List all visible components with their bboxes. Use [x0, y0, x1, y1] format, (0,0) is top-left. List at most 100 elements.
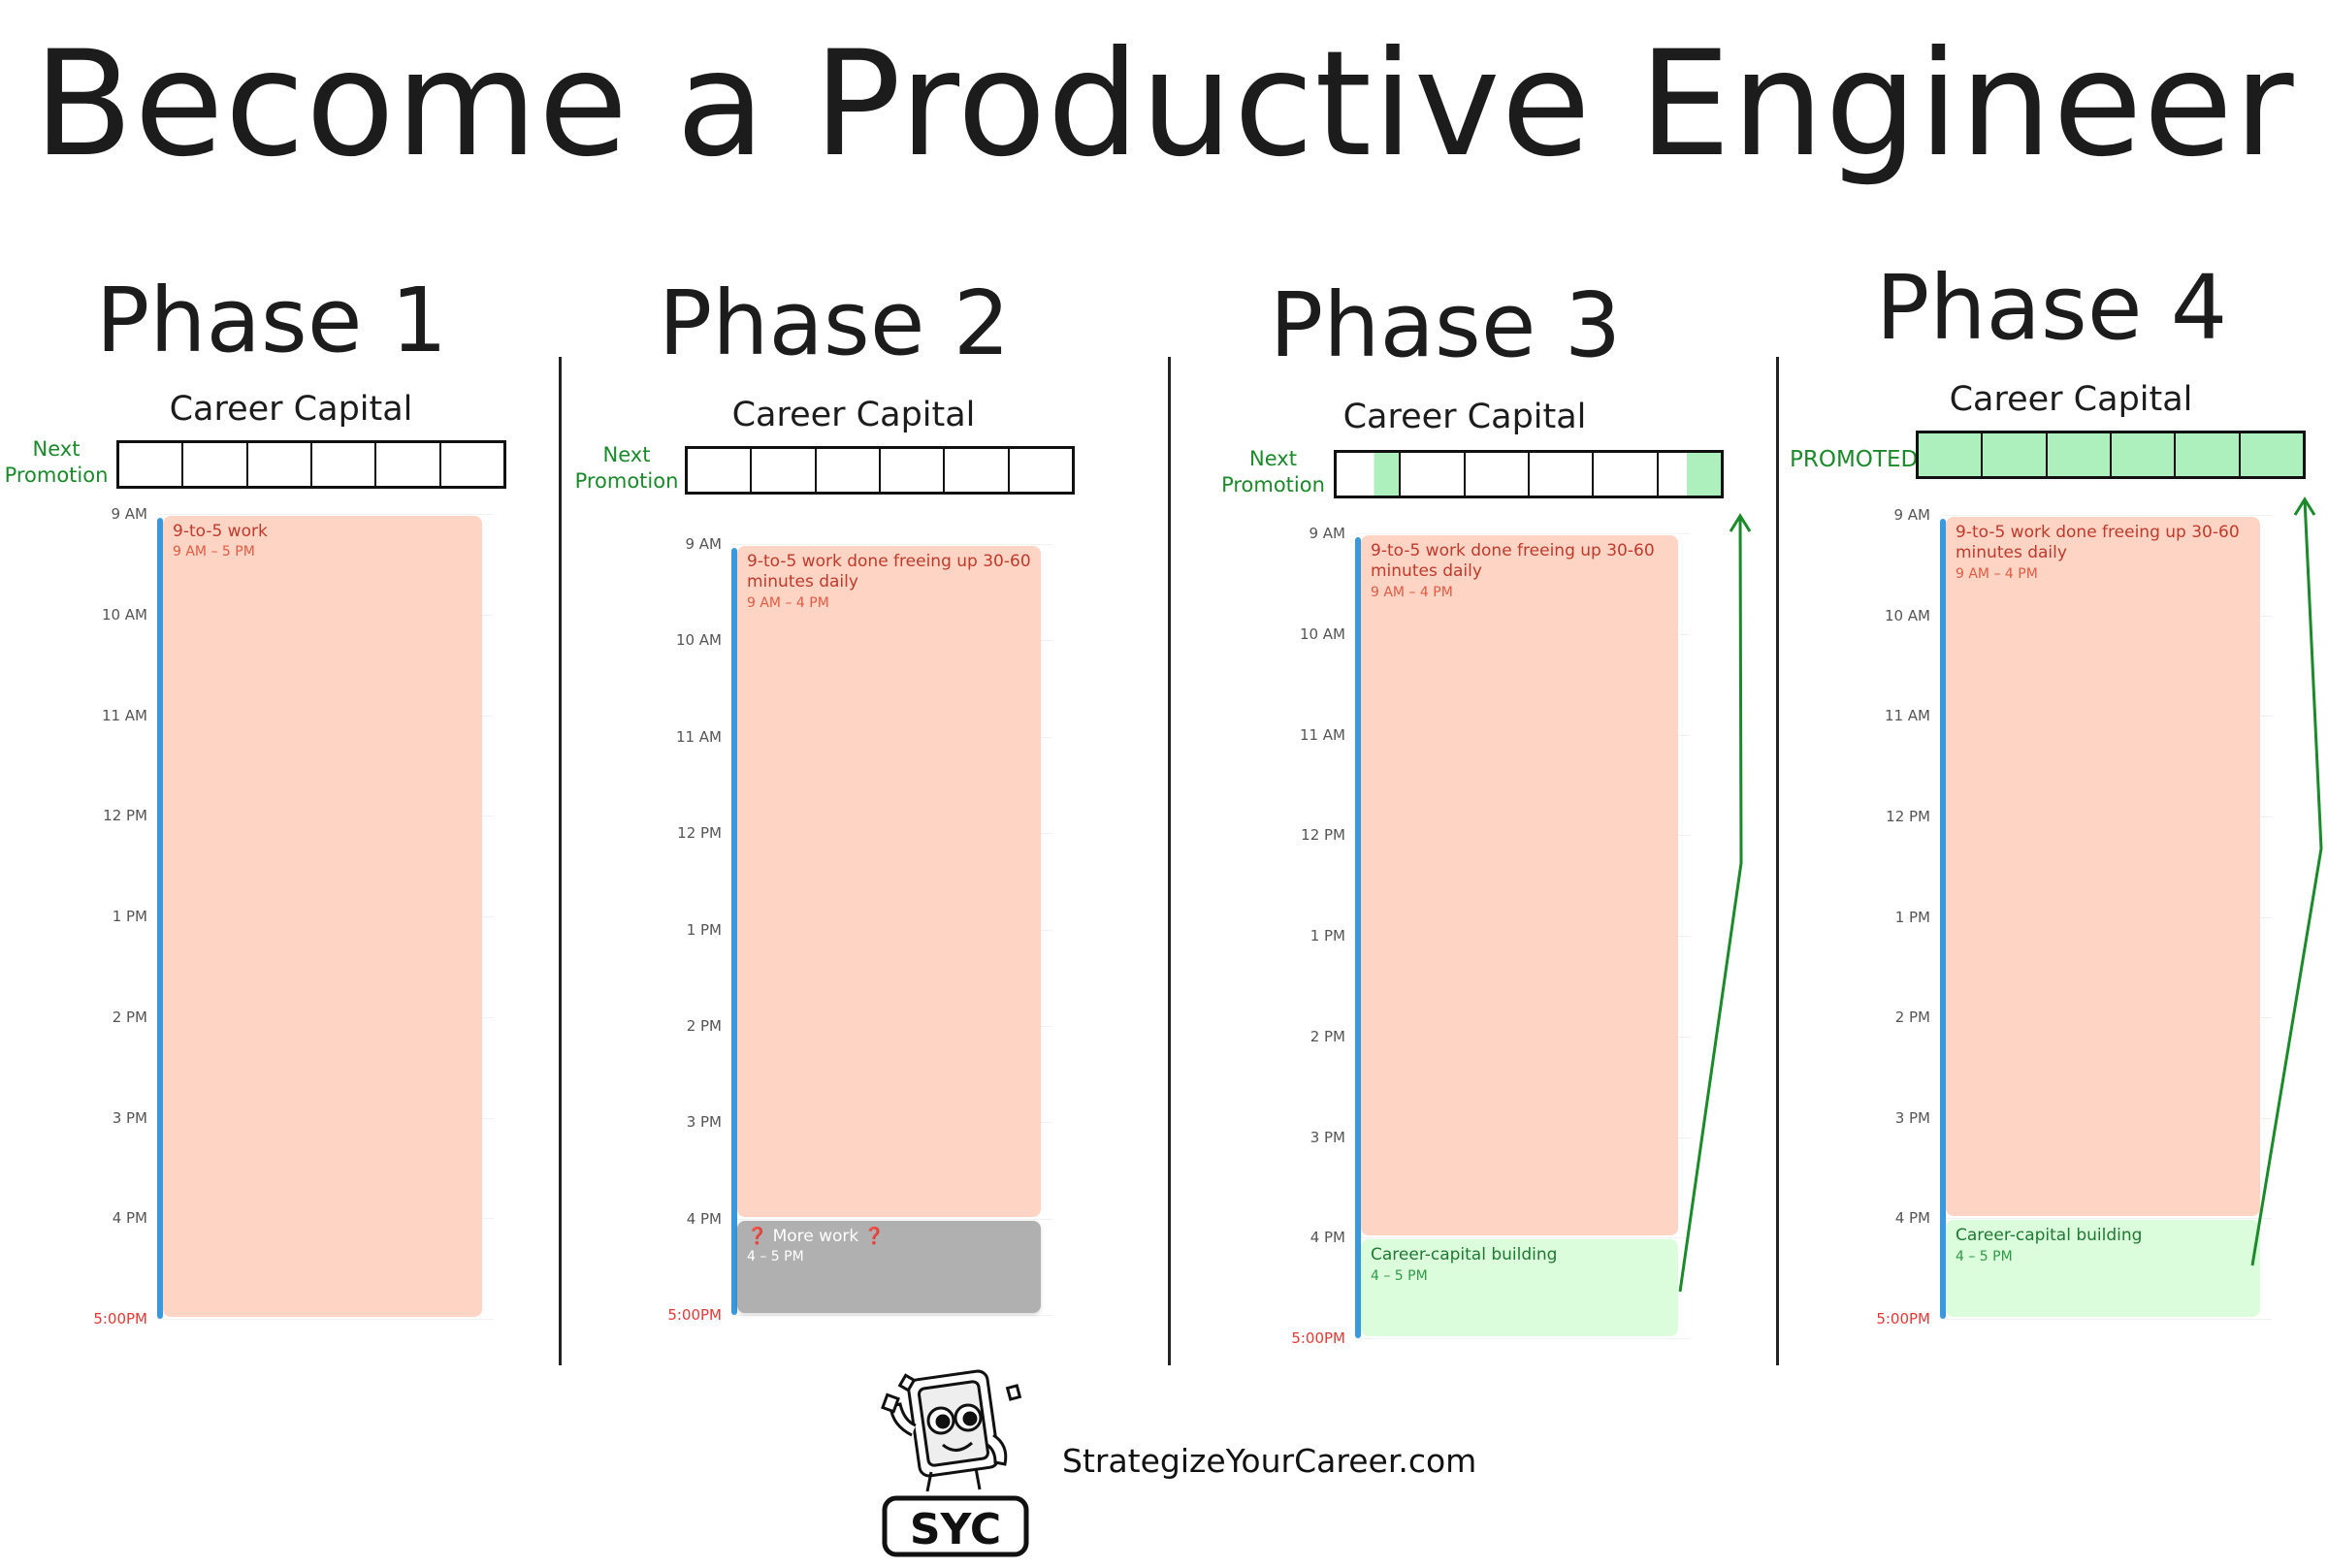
hour-label: 11 AM	[675, 727, 722, 746]
career-capital-segment	[1010, 449, 1072, 492]
career-capital-label: Career Capital	[1949, 380, 2193, 419]
hour-gridline	[731, 1218, 1052, 1220]
phase-title: Phase 1	[95, 269, 448, 372]
hour-label: 11 AM	[101, 706, 147, 724]
work-block-event[interactable]: 9-to-5 work done freeing up 30-60 minute…	[1946, 517, 2260, 1217]
hour-gridline	[731, 544, 1052, 545]
career-capital-bar	[1916, 431, 2306, 479]
work-block-event[interactable]: 9-to-5 work done freeing up 30-60 minute…	[1361, 535, 1678, 1236]
phase-title: Phase 2	[658, 272, 1011, 375]
event-time: 9 AM – 4 PM	[1956, 565, 2038, 582]
hour-label: 1 PM	[1310, 927, 1345, 944]
calendar-timeline	[157, 518, 163, 1319]
career-capital-bar	[1334, 450, 1724, 498]
arrow-head-icon	[1729, 513, 1752, 532]
career-capital-label: Career Capital	[1342, 398, 1587, 436]
next-promotion-line: Promotion	[1221, 473, 1325, 497]
career-building-event[interactable]: Career-capital building 4 – 5 PM	[1946, 1220, 2260, 1317]
phase-title: Phase 4	[1875, 256, 2228, 360]
next-promotion-line: Next	[1249, 447, 1297, 470]
hour-label: 1 PM	[112, 908, 147, 925]
page-title: Become a Productive Engineer	[33, 20, 2295, 189]
hour-label: 10 AM	[675, 631, 722, 650]
event-title: 9-to-5 work done freeing up 30-60 minute…	[1371, 541, 1655, 582]
next-promotion-line: Promotion	[574, 469, 679, 494]
event-time: 9 AM – 5 PM	[173, 544, 255, 560]
hour-label: 10 AM	[101, 605, 147, 624]
work-block-event[interactable]: 9-to-5 work 9 AM – 5 PM	[163, 516, 482, 1317]
work-block-event[interactable]: 9-to-5 work done freeing up 30-60 minute…	[737, 546, 1041, 1217]
hour-gridline	[157, 1319, 494, 1320]
career-capital-segment	[441, 443, 503, 486]
hour-label: 10 AM	[1299, 624, 1345, 643]
event-title: ❓ More work ❓	[747, 1227, 1031, 1247]
career-capital-segment	[688, 449, 753, 492]
career-building-event[interactable]: Career-capital building 4 – 5 PM	[1361, 1239, 1678, 1336]
hour-gridline	[1940, 1218, 2272, 1220]
arrow-line	[1678, 515, 1743, 1293]
career-capital-segment	[1658, 453, 1721, 496]
hour-label: 2 PM	[686, 1016, 722, 1035]
hour-label: 9 AM	[1309, 525, 1345, 542]
career-capital-segment	[1337, 453, 1402, 496]
event-time: 4 – 5 PM	[747, 1248, 804, 1264]
event-time: 4 – 5 PM	[1956, 1248, 2013, 1264]
next-promotion-line: Promotion	[4, 464, 109, 488]
hour-label: 10 AM	[1884, 606, 1930, 624]
career-capital-segment	[752, 449, 817, 492]
career-capital-segment	[248, 443, 312, 486]
hour-gridline	[1940, 515, 2272, 516]
hour-label: 3 PM	[1894, 1108, 1930, 1127]
phase-divider	[1776, 357, 1779, 1365]
question-mark-icon: ❓	[747, 1226, 768, 1246]
hour-gridline	[1355, 1237, 1690, 1239]
career-capital-bar	[685, 446, 1075, 495]
phase-divider	[1168, 357, 1171, 1365]
event-title: 9-to-5 work	[173, 522, 268, 541]
career-capital-segment	[2240, 433, 2303, 476]
career-capital-segment	[376, 443, 441, 486]
hour-label: 3 PM	[112, 1108, 147, 1127]
hour-label: 11 AM	[1884, 707, 1930, 725]
career-capital-segment	[817, 449, 881, 492]
hour-label: 4 PM	[686, 1209, 722, 1228]
career-capital-segment	[1530, 453, 1595, 496]
phase-panel: Phase 4 Career Capital PROMOTED 9 AM 10 AM 11…	[1780, 0, 2323, 1568]
hour-label: 12 PM	[103, 807, 147, 825]
career-capital-segment	[312, 443, 377, 486]
hour-label: 9 AM	[685, 535, 722, 553]
career-capital-bar	[116, 440, 506, 489]
calendar-timeline	[1940, 519, 1946, 1319]
event-title-text: More work	[767, 1226, 864, 1246]
career-capital-segment	[1466, 453, 1530, 496]
hour-label: 5:00PM	[667, 1306, 722, 1324]
event-time: 4 – 5 PM	[1371, 1267, 1428, 1284]
logo-text: SYC	[910, 1505, 1001, 1554]
hour-label: 9 AM	[1893, 506, 1930, 524]
hour-label: 5:00PM	[1291, 1329, 1345, 1347]
calendar-timeline	[731, 548, 737, 1315]
hour-gridline	[1355, 533, 1690, 534]
phase-panel: Phase 3 Career Capital Next Promotion 9 AM 10…	[1174, 0, 1752, 1568]
hour-gridline	[731, 1315, 1052, 1316]
career-capital-segment	[2047, 433, 2112, 476]
next-promotion-label: Next Promotion	[572, 442, 681, 496]
career-capital-segment	[183, 443, 248, 486]
hour-label: 3 PM	[1310, 1128, 1345, 1146]
more-work-event[interactable]: ❓ More work ❓ 4 – 5 PM	[737, 1220, 1041, 1313]
hour-label: 11 AM	[1299, 725, 1345, 744]
hour-gridline	[157, 514, 494, 515]
event-title: Career-capital building	[1956, 1226, 2143, 1246]
next-promotion-label: PROMOTED	[1790, 446, 1918, 475]
phase-title: Phase 3	[1269, 273, 1622, 377]
career-capital-segment	[945, 449, 1010, 492]
career-capital-segment	[1594, 453, 1659, 496]
progress-arrow	[1678, 513, 1752, 1293]
hour-label: 4 PM	[112, 1209, 147, 1228]
arrow-line	[2250, 498, 2323, 1266]
progress-arrow	[2250, 496, 2323, 1266]
hour-gridline	[1355, 1338, 1690, 1339]
question-mark-icon: ❓	[863, 1226, 885, 1246]
career-capital-segment	[1919, 433, 1984, 476]
hour-label: 5:00PM	[93, 1310, 147, 1328]
